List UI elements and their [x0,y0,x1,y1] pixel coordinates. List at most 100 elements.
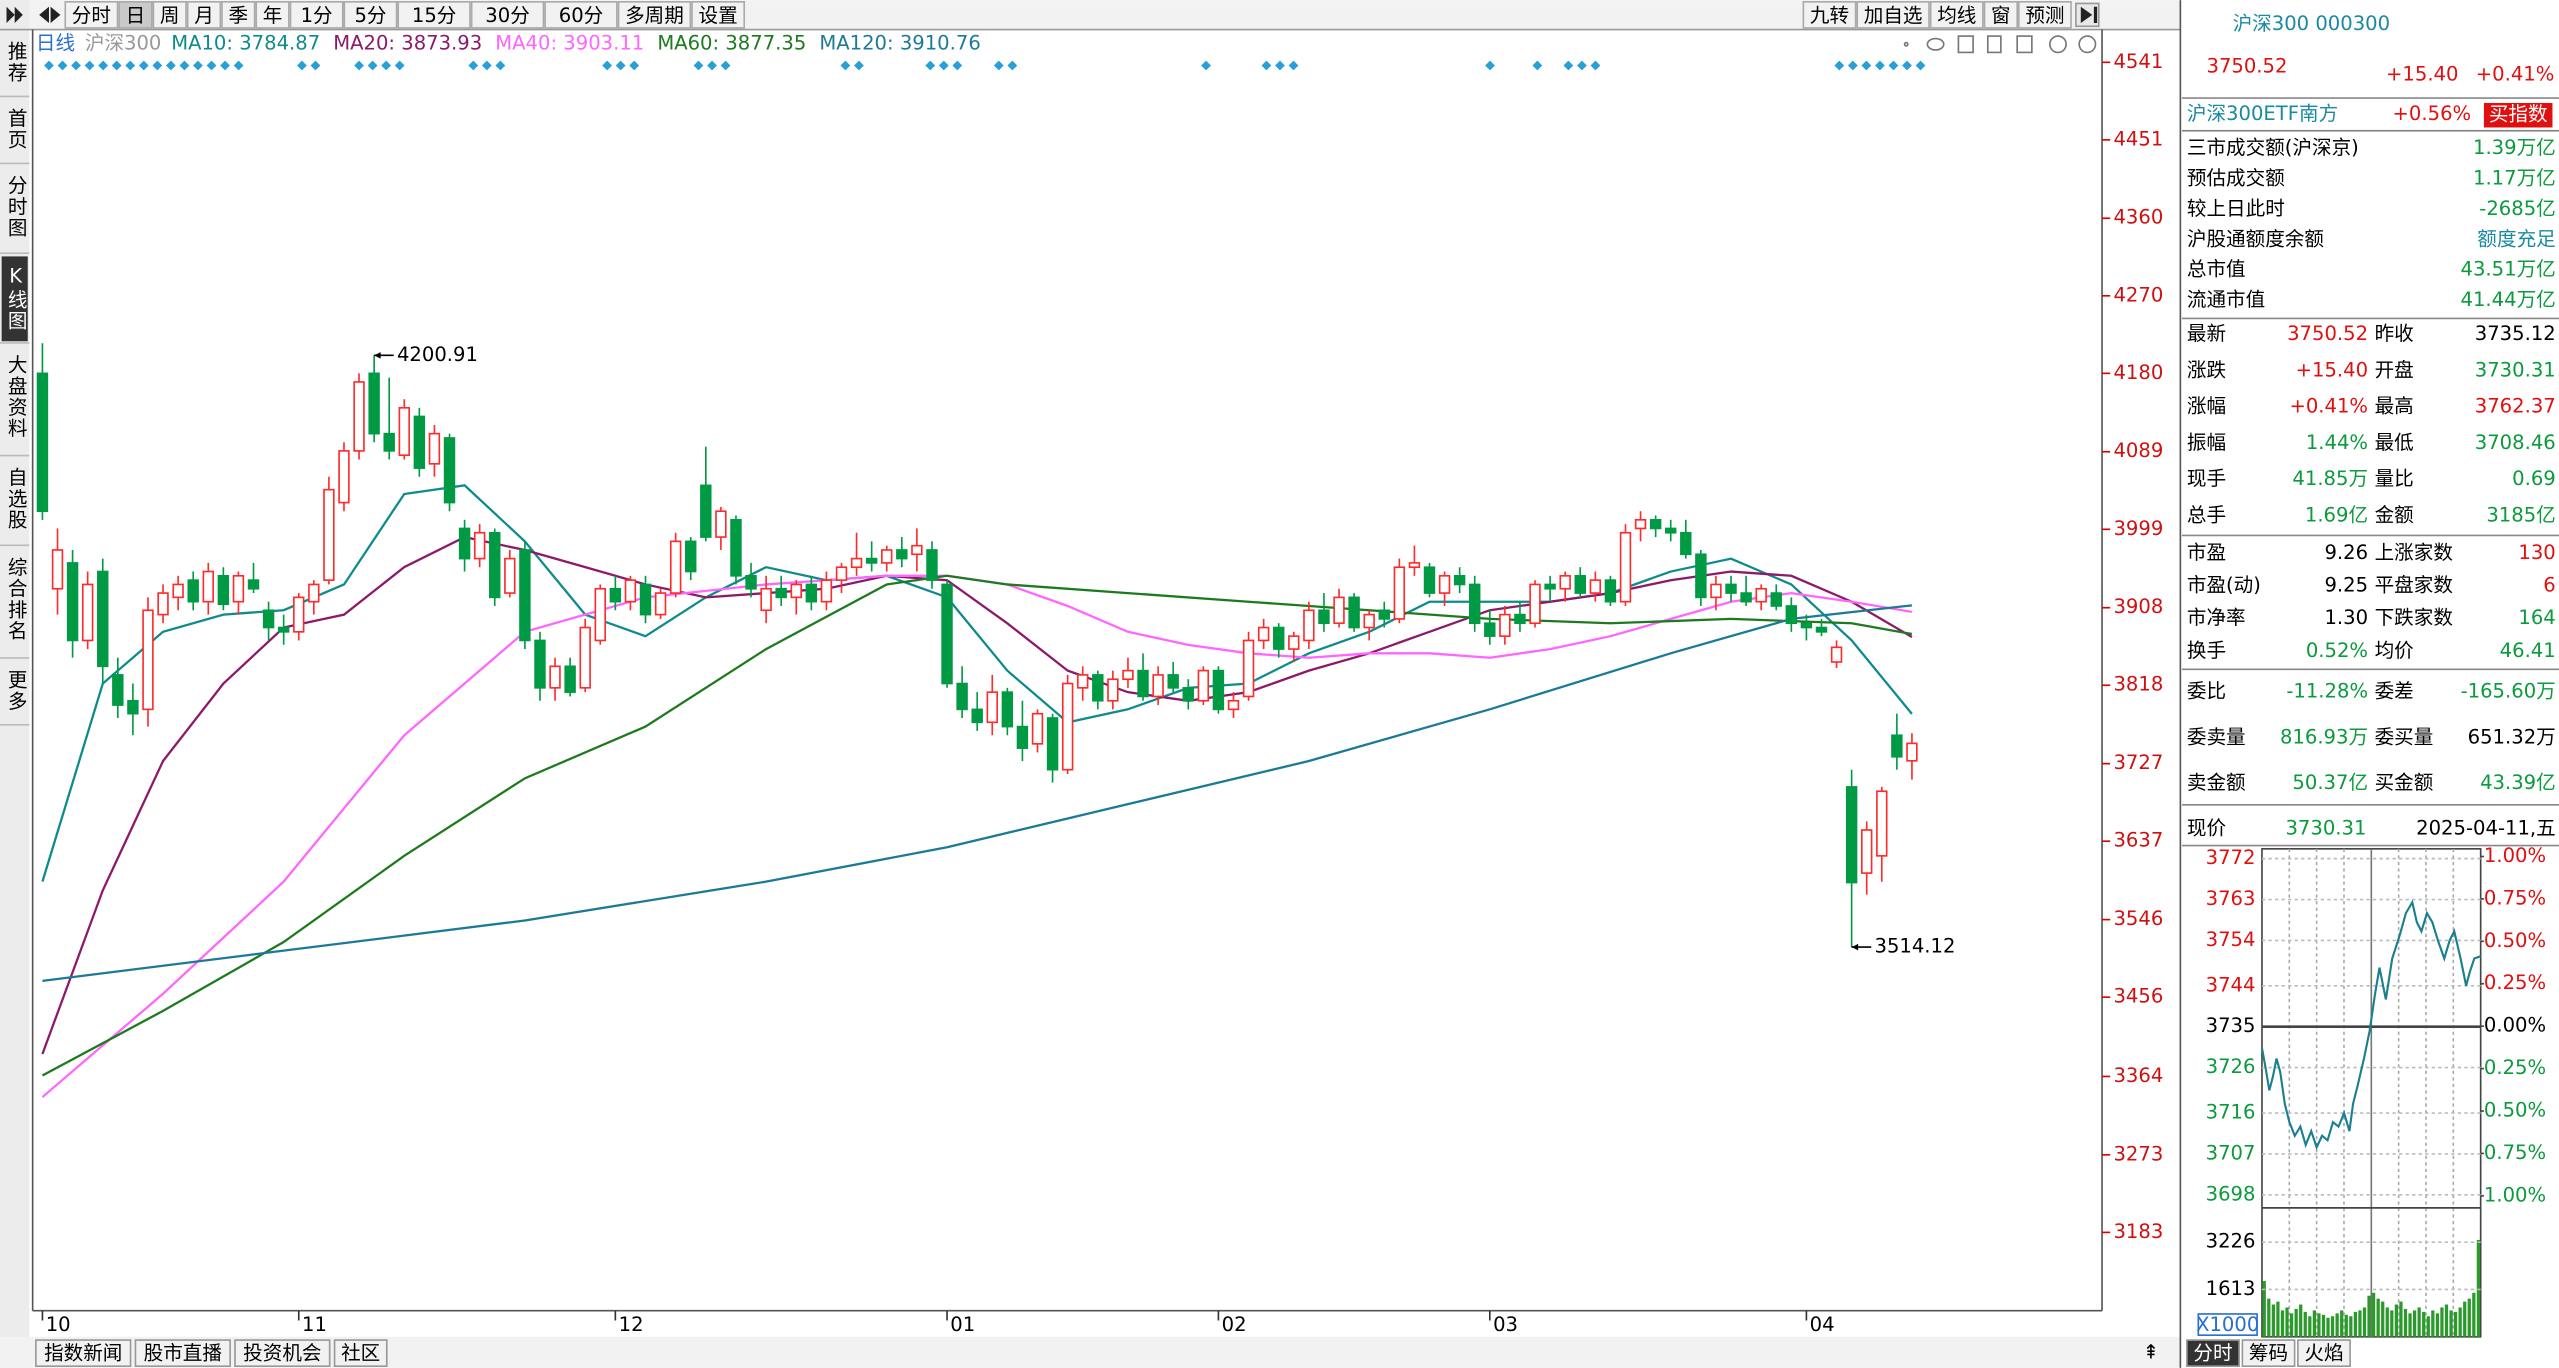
candle-body [926,549,938,581]
sidebar-item[interactable] [1,256,28,342]
summary-label: 沪股通额度余额 [2187,227,2324,250]
toolbar-button[interactable] [397,1,471,29]
candle-body [745,575,757,590]
candle-body [1755,587,1767,603]
candle-body [1303,609,1315,642]
candle-body [1484,622,1496,637]
stat-value: 130 [2518,541,2555,564]
candle-body [1092,674,1104,702]
y-tick-label: 4180 [2113,361,2163,384]
candle-body [293,596,305,633]
candle-body [338,450,350,504]
candle-body [1815,626,1828,633]
signal-marker [938,60,949,71]
toolbar-label: 九转 [1810,4,1849,27]
signal-marker [1485,60,1495,71]
toolbar-button[interactable] [470,1,545,29]
volume-bar [2312,1310,2316,1337]
tool-icon[interactable] [1903,41,1909,47]
candle-body [1710,583,1722,599]
toolbar-button[interactable] [1802,1,1857,29]
candle-body [865,557,878,564]
candle-body [941,583,953,685]
toolbar-label: 60分 [559,4,604,27]
end-icon[interactable] [2080,6,2093,24]
signal-marker [381,60,392,71]
volume-bar [2330,1316,2335,1337]
toolbar-button[interactable] [221,1,256,29]
top-icon[interactable]: ⇞ [2143,1341,2159,1364]
toolbar-button[interactable] [118,1,153,29]
toolbar-button[interactable] [2017,1,2072,29]
tool-icon[interactable] [1957,35,1974,54]
intraday-tab[interactable] [2297,1339,2351,1367]
candle-body [1770,592,1782,607]
stat-label: 振幅 [2187,431,2226,454]
volume-bar [2280,1310,2285,1337]
intraday-tab-label: 筹码 [2249,1341,2288,1364]
zoom-in-icon[interactable] [2048,35,2067,54]
pct-tick-label: 0.00% [2484,1014,2546,1037]
sidebar-item[interactable] [1,32,28,95]
intraday-price: 3730.31 [2285,817,2366,840]
sidebar-label: 综合排名 [4,557,27,642]
toolbar-button[interactable] [343,1,398,29]
candle-body [262,609,275,629]
toolbar-label: 15分 [412,4,457,27]
bottom-tab[interactable] [134,1339,231,1367]
tool-icon[interactable] [1986,35,2002,54]
signal-marker [1201,60,1211,71]
stat-value: 43.39亿 [2480,771,2556,794]
prev-icon[interactable] [39,6,49,24]
signal-marker [206,60,217,71]
volume-bar [2417,1307,2421,1337]
toolbar-button[interactable] [1983,1,2018,29]
bottom-tab[interactable] [333,1339,388,1367]
zoom-out-icon[interactable] [2078,35,2097,54]
candle-body [398,406,410,457]
toolbar-button[interactable] [544,1,618,29]
toolbar-button[interactable] [1929,1,1984,29]
sidebar-item[interactable] [1,99,28,162]
next-icon[interactable] [50,6,61,24]
toolbar-button[interactable] [289,1,344,29]
signal-marker [468,60,479,71]
toolbar-button[interactable] [186,1,222,29]
stat-label: 金额 [2375,503,2415,526]
toolbar-button[interactable] [152,1,187,29]
intraday-tab-label: 火焰 [2304,1341,2343,1364]
volume-bar [2403,1308,2408,1337]
candle-body [971,708,983,724]
sidebar-item[interactable] [1,548,28,657]
toolbar-button[interactable] [1856,1,1930,29]
expand-icon[interactable] [14,6,23,24]
bottom-tab[interactable] [35,1339,132,1367]
expand-icon[interactable] [6,6,15,24]
volume-bar [2326,1317,2330,1337]
toolbar-button[interactable] [255,1,290,29]
toolbar-label: 窗 [1991,4,2011,27]
toolbar-button[interactable] [691,1,746,29]
toolbar-label: 加自选 [1864,4,1923,27]
sidebar-item[interactable] [1,458,28,544]
candle-body [1740,592,1752,603]
etf-button[interactable] [2483,103,2553,128]
tool-icon[interactable] [1926,37,1945,51]
sidebar-item[interactable] [1,346,28,454]
toolbar-button[interactable] [617,1,692,29]
signal-marker [1902,60,1912,71]
intraday-tab[interactable] [2241,1339,2296,1367]
sidebar-item[interactable] [1,661,28,724]
sidebar-item[interactable] [1,166,28,252]
candle-body [1544,583,1556,590]
candle-body [1438,575,1451,594]
signal-marker [720,60,731,71]
tool-icon[interactable] [2016,35,2033,54]
legend-entry: MA10: 3784.87 [171,32,320,55]
toolbar-button[interactable] [64,1,119,29]
candle-body [202,570,214,603]
y-tick-label: 4541 [2113,50,2163,73]
bottom-tab[interactable] [234,1339,331,1367]
volume-bar [2294,1308,2298,1337]
intraday-tab[interactable] [2186,1339,2240,1367]
